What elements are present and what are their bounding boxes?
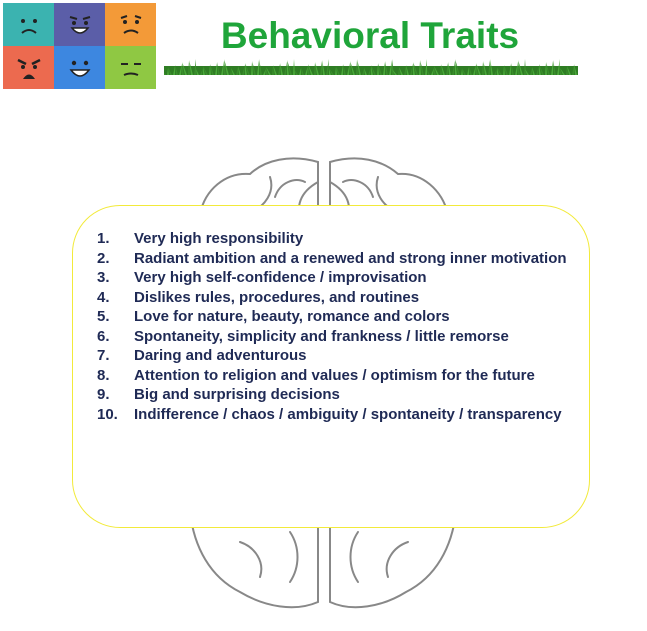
trait-item: 4. Dislikes rules, procedures, and routin… — [97, 288, 577, 308]
laughing-face-icon — [54, 46, 105, 89]
trait-number: 2. — [97, 249, 110, 267]
trait-text: Indifference / chaos / ambiguity / spont… — [134, 405, 562, 423]
happy-face-icon — [54, 3, 105, 46]
worried-face-icon — [105, 3, 156, 46]
trait-text: Dislikes rules, procedures, and routines — [134, 288, 420, 306]
trait-item: 9. Big and surprising decisions — [97, 385, 577, 405]
trait-text: Attention to religion and values / optim… — [134, 366, 535, 384]
trait-text: Big and surprising decisions — [134, 386, 340, 403]
page-title: Behavioral Traits — [220, 15, 520, 56]
trait-item: 10. Indifference / chaos / ambiguity / sp… — [97, 405, 577, 425]
trait-item: 1. Very high responsibility — [97, 229, 577, 249]
angry-face-icon — [3, 46, 54, 89]
trait-number: 8. — [97, 366, 110, 384]
trait-item: 7. Daring and adventurous — [97, 346, 577, 366]
trait-number: 6. — [97, 327, 110, 345]
trait-text: Very high self-confidence / improvisatio… — [134, 269, 427, 286]
traits-card — [72, 205, 590, 528]
trait-number: 7. — [97, 347, 110, 364]
neutral-face-icon — [105, 46, 156, 89]
sad-face-icon — [3, 3, 54, 46]
grass-divider-image — [164, 59, 578, 75]
trait-number: 1. — [97, 230, 110, 247]
traits-list: 1. Very high responsibility 2. Radiant ambi… — [97, 229, 577, 424]
trait-number: 4. — [97, 288, 110, 306]
trait-number: 10. — [97, 405, 118, 423]
trait-number: 3. — [97, 269, 110, 286]
trait-text: Love for nature, beauty, romance and col… — [134, 308, 450, 325]
trait-text: Spontaneity, simplicity and frankness / … — [134, 327, 509, 345]
trait-number: 5. — [97, 308, 110, 325]
trait-number: 9. — [97, 386, 110, 403]
mood-faces-image — [3, 3, 156, 89]
trait-text: Daring and adventurous — [134, 347, 307, 364]
trait-item: 6. Spontaneity, simplicity and frankness … — [97, 327, 577, 347]
trait-item: 3. Very high self-confidence / improvisat… — [97, 268, 577, 288]
trait-item: 5. Love for nature, beauty, romance and c… — [97, 307, 577, 327]
trait-item: 8. Attention to religion and values / opt… — [97, 366, 577, 386]
trait-item: 2. Radiant ambition and a renewed and str… — [97, 249, 577, 269]
trait-text: Very high responsibility — [134, 230, 304, 247]
trait-text: Radiant ambition and a renewed and stron… — [134, 249, 567, 267]
